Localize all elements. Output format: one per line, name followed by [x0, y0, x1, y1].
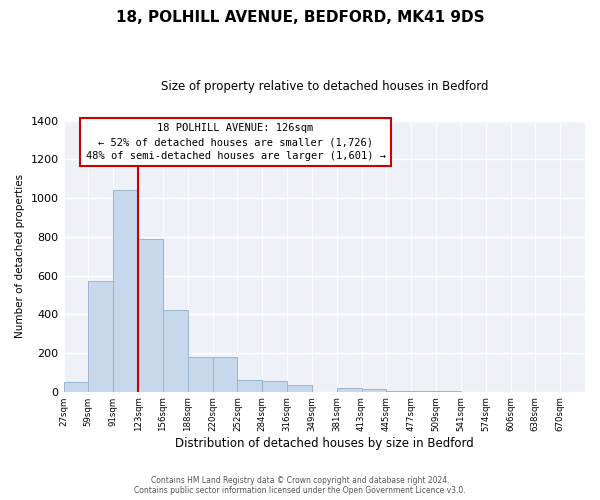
Bar: [287, 385, 312, 392]
Title: Size of property relative to detached houses in Bedford: Size of property relative to detached ho…: [161, 80, 488, 93]
Bar: [188, 357, 212, 392]
Bar: [212, 357, 238, 392]
Bar: [362, 389, 386, 392]
Bar: [262, 381, 287, 392]
Bar: [337, 388, 362, 392]
Text: 18 POLHILL AVENUE: 126sqm
← 52% of detached houses are smaller (1,726)
48% of se: 18 POLHILL AVENUE: 126sqm ← 52% of detac…: [86, 124, 386, 162]
Y-axis label: Number of detached properties: Number of detached properties: [15, 174, 25, 338]
Text: Contains HM Land Registry data © Crown copyright and database right 2024.
Contai: Contains HM Land Registry data © Crown c…: [134, 476, 466, 495]
Bar: [138, 238, 163, 392]
X-axis label: Distribution of detached houses by size in Bedford: Distribution of detached houses by size …: [175, 437, 473, 450]
Bar: [64, 382, 88, 392]
Bar: [386, 390, 411, 392]
Bar: [411, 391, 436, 392]
Bar: [88, 282, 113, 392]
Bar: [238, 380, 262, 392]
Bar: [163, 310, 188, 392]
Bar: [113, 190, 138, 392]
Text: 18, POLHILL AVENUE, BEDFORD, MK41 9DS: 18, POLHILL AVENUE, BEDFORD, MK41 9DS: [116, 10, 484, 25]
